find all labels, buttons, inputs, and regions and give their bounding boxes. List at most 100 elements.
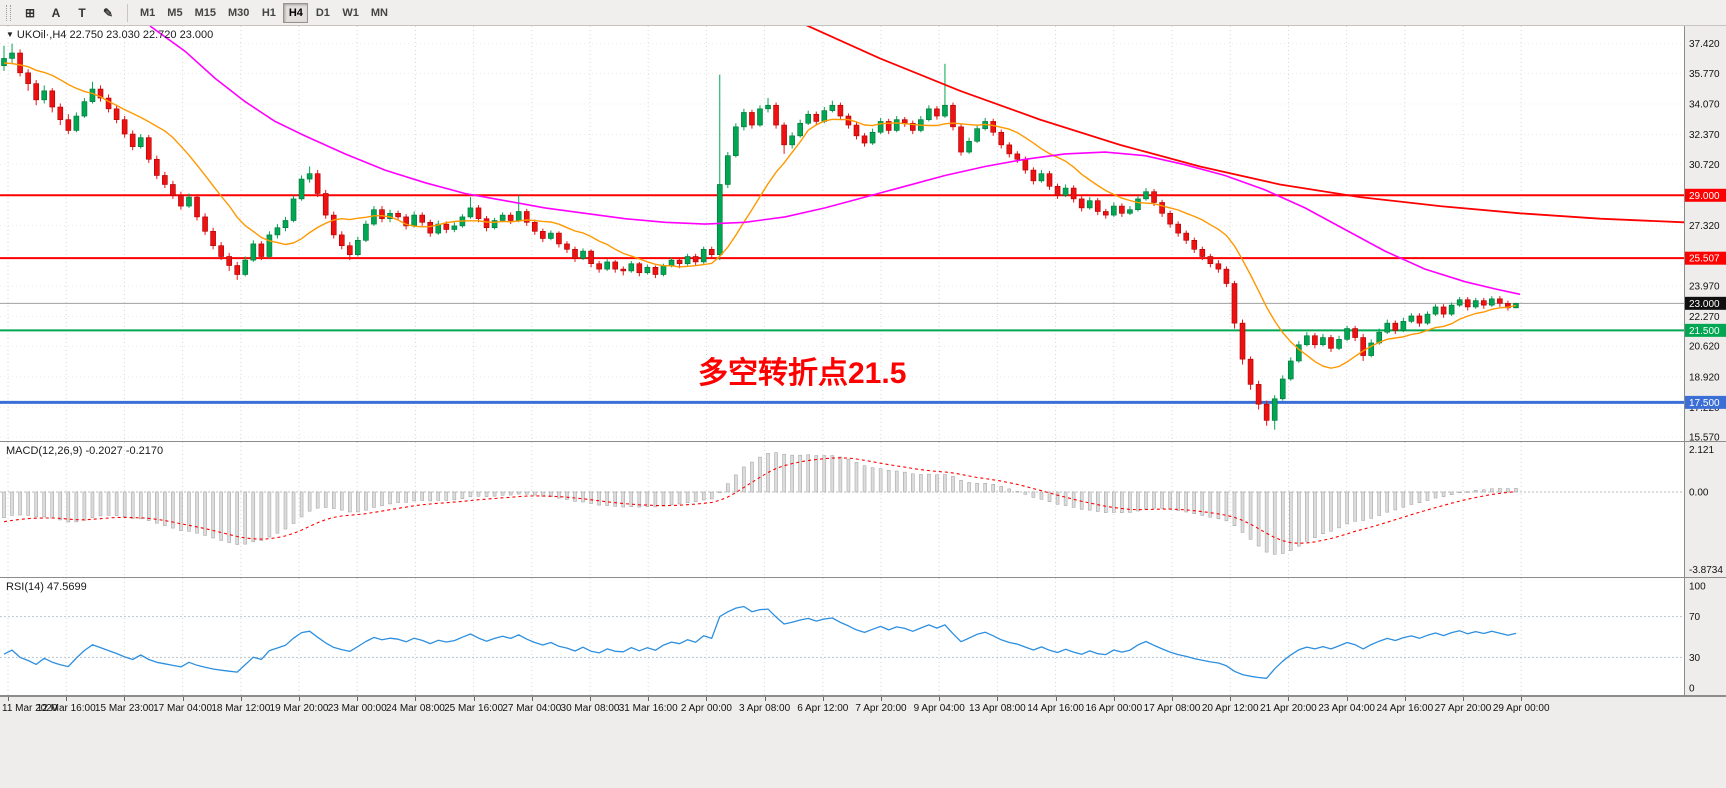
rsi-panel[interactable]: 100 70 30 0 RSI(14) 47.5699 bbox=[0, 578, 1726, 696]
time-label: 31 Mar 16:00 bbox=[618, 703, 678, 714]
time-label: 6 Apr 12:00 bbox=[797, 703, 849, 714]
svg-text:100: 100 bbox=[1689, 582, 1706, 593]
time-tick bbox=[473, 697, 475, 701]
time-label: 18 Mar 12:00 bbox=[211, 703, 271, 714]
svg-text:30: 30 bbox=[1689, 653, 1701, 664]
svg-text:18.920: 18.920 bbox=[1689, 372, 1720, 383]
main-price-scale-labels[interactable]: 37.420 35.770 34.070 32.370 30.720 27.320 23.9… bbox=[1685, 39, 1726, 442]
time-tick bbox=[1113, 697, 1115, 701]
time-label: 15 Mar 23:00 bbox=[94, 703, 154, 714]
time-label: 19 Mar 20:00 bbox=[269, 703, 329, 714]
svg-text:37.420: 37.420 bbox=[1689, 39, 1720, 50]
time-label: 24 Mar 08:00 bbox=[385, 703, 445, 714]
main-price-scale[interactable] bbox=[1685, 26, 1726, 442]
svg-text:70: 70 bbox=[1689, 612, 1701, 623]
time-label: 17 Apr 08:00 bbox=[1143, 703, 1201, 714]
timeframe-w1-button[interactable]: W1 bbox=[337, 3, 364, 23]
macd-canvas[interactable]: 2.121 0.00 -3.8734 bbox=[0, 442, 1726, 578]
time-label: 16 Apr 00:00 bbox=[1085, 703, 1143, 714]
svg-text:15.570: 15.570 bbox=[1689, 433, 1720, 442]
time-tick bbox=[1288, 697, 1290, 701]
ma-slow-line bbox=[805, 26, 1684, 224]
rsi-canvas[interactable]: 100 70 30 0 bbox=[0, 578, 1726, 696]
toolbar-separator bbox=[127, 3, 128, 22]
svg-text:27.320: 27.320 bbox=[1689, 221, 1720, 232]
time-label: 25 Mar 16:00 bbox=[444, 703, 504, 714]
time-label: 20 Apr 12:00 bbox=[1201, 703, 1259, 714]
time-label: 11 Mar 2020 bbox=[2, 703, 58, 714]
time-tick bbox=[1172, 697, 1173, 701]
annotation-text: 多空转折点21.5 bbox=[698, 357, 907, 390]
time-label: 21 Apr 20:00 bbox=[1260, 703, 1317, 714]
time-tick bbox=[299, 697, 300, 701]
time-label: 23 Apr 04:00 bbox=[1318, 703, 1375, 714]
one-click-trading-button[interactable]: ⊞ bbox=[18, 3, 42, 23]
time-label: 12 Mar 16:00 bbox=[36, 703, 96, 714]
svg-text:0.00: 0.00 bbox=[1689, 488, 1709, 499]
main-chart-canvas[interactable]: 37.420 35.770 34.070 32.370 30.720 27.320 23.9… bbox=[0, 26, 1726, 442]
timeframe-h4-button[interactable]: H4 bbox=[283, 2, 309, 23]
time-tick bbox=[531, 697, 533, 701]
time-label: 7 Apr 20:00 bbox=[855, 703, 907, 714]
rsi-scale[interactable] bbox=[1685, 578, 1726, 696]
toolbar-grip[interactable] bbox=[6, 4, 11, 21]
time-tick bbox=[1346, 697, 1348, 701]
time-tick bbox=[1463, 697, 1464, 701]
svg-text:32.370: 32.370 bbox=[1689, 130, 1720, 141]
svg-text:22.270: 22.270 bbox=[1689, 312, 1720, 323]
timeframe-m5-button[interactable]: M5 bbox=[162, 3, 187, 23]
timeframe-button-group: M1 M5 M15 M30 H1 H4 D1 W1 MN bbox=[134, 2, 394, 23]
horizontal-grid bbox=[0, 43, 1684, 438]
time-label: 14 Apr 16:00 bbox=[1027, 703, 1084, 714]
tool-button-group: ⊞ A T ✎ bbox=[17, 3, 121, 23]
time-tick bbox=[8, 697, 9, 701]
timeframe-m15-button[interactable]: M15 bbox=[190, 3, 221, 23]
main-chart-panel[interactable]: 37.420 35.770 34.070 32.370 30.720 27.320 23.9… bbox=[0, 26, 1726, 442]
svg-text:29.000: 29.000 bbox=[1689, 191, 1720, 202]
svg-text:35.770: 35.770 bbox=[1689, 69, 1720, 80]
macd-scale[interactable] bbox=[1685, 442, 1726, 578]
text-tool-button[interactable]: T bbox=[70, 3, 94, 23]
time-tick bbox=[415, 697, 417, 701]
time-label: 13 Apr 08:00 bbox=[969, 703, 1026, 714]
rsi-scale-labels[interactable]: 100 70 30 0 bbox=[1689, 582, 1706, 695]
timeframe-m1-button[interactable]: M1 bbox=[135, 3, 160, 23]
vertical-grid bbox=[7, 26, 1522, 442]
time-tick bbox=[357, 697, 359, 701]
price-badge bbox=[1685, 296, 1726, 310]
toolbar: ⊞ A T ✎ M1 M5 M15 M30 H1 H4 D1 W1 MN bbox=[0, 0, 1726, 26]
time-tick bbox=[124, 697, 126, 701]
timeframe-d1-button[interactable]: D1 bbox=[310, 3, 335, 23]
candlestick-series bbox=[1, 43, 1519, 430]
svg-text:21.500: 21.500 bbox=[1689, 326, 1720, 337]
draw-tool-button[interactable]: ✎ bbox=[96, 3, 120, 23]
time-tick bbox=[997, 697, 999, 701]
macd-panel[interactable]: 2.121 0.00 -3.8734 MACD(12,26,9) -0.2027 -… bbox=[0, 442, 1726, 578]
vertical-grid bbox=[7, 442, 1522, 578]
svg-text:2.121: 2.121 bbox=[1689, 445, 1714, 456]
svg-text:25.507: 25.507 bbox=[1689, 254, 1720, 265]
arrow-cursor-button[interactable]: A bbox=[44, 3, 68, 23]
ma-mid-line bbox=[149, 26, 1521, 296]
macd-label: MACD(12,26,9) -0.2027 -0.2170 bbox=[6, 445, 164, 457]
price-badge bbox=[1685, 251, 1726, 265]
timeframe-mn-button[interactable]: MN bbox=[366, 3, 393, 23]
time-label: 30 Mar 08:00 bbox=[560, 703, 620, 714]
time-label: 3 Apr 08:00 bbox=[739, 703, 791, 714]
time-axis[interactable]: 11 Mar 2020 12 Mar 16:00 15 Mar 23:00 17 Ma… bbox=[0, 696, 1726, 718]
timeframe-m30-button[interactable]: M30 bbox=[223, 3, 254, 23]
time-label: 29 Apr 00:00 bbox=[1492, 703, 1550, 714]
time-label: 23 Mar 00:00 bbox=[327, 703, 387, 714]
time-tick bbox=[881, 697, 882, 701]
time-tick bbox=[939, 697, 941, 701]
timeframe-h1-button[interactable]: H1 bbox=[256, 3, 281, 23]
vertical-grid bbox=[7, 578, 1522, 696]
time-tick bbox=[182, 697, 184, 701]
svg-text:34.070: 34.070 bbox=[1689, 99, 1720, 110]
horizontal-level-lines[interactable] bbox=[0, 194, 1684, 404]
chart-title-row: ▼ UKOil·,H4 22.750 23.030 22.720 23.000 bbox=[6, 29, 213, 41]
symbol-marker-icon: ▼ bbox=[6, 30, 14, 39]
macd-scale-labels[interactable]: 2.121 0.00 -3.8734 bbox=[1689, 445, 1723, 576]
time-label: 27 Mar 04:00 bbox=[502, 703, 562, 714]
